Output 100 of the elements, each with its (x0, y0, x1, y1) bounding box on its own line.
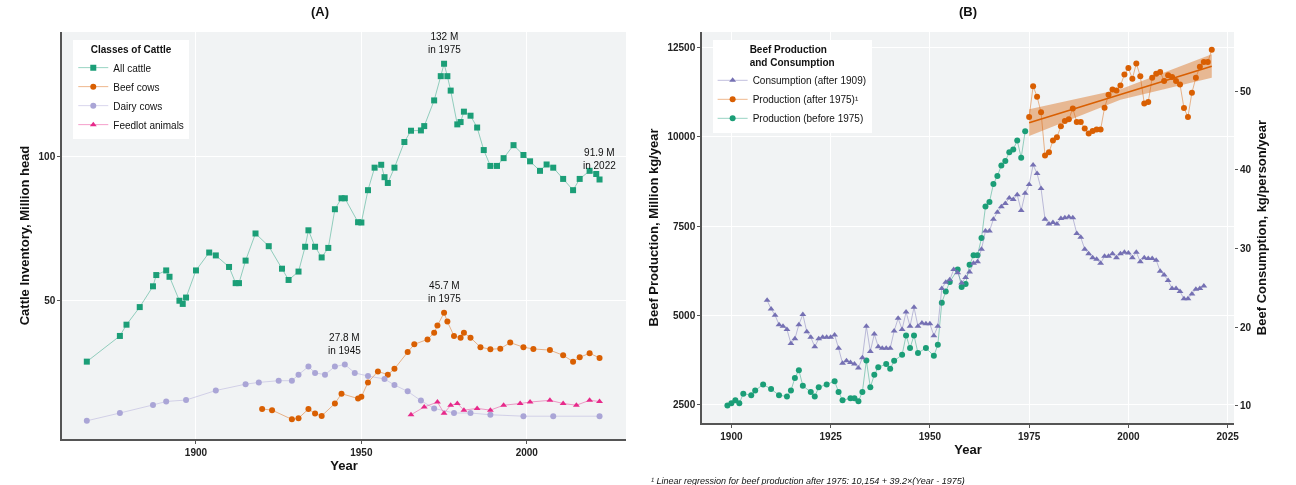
point (269, 407, 276, 414)
point (1034, 93, 1041, 100)
point (1125, 65, 1132, 72)
x-tick-label: 1975 (1018, 430, 1041, 442)
point (1129, 75, 1136, 82)
point (460, 329, 467, 336)
point (1081, 125, 1088, 132)
point (487, 346, 494, 353)
point (1177, 81, 1184, 88)
point (431, 405, 438, 412)
point (1204, 58, 1211, 65)
annotation: 27.8 M in 1945 (328, 332, 362, 356)
point (431, 329, 438, 336)
y2-tick-label: 40 (1240, 164, 1252, 176)
point (1053, 134, 1060, 141)
point (391, 382, 398, 389)
point (351, 369, 358, 376)
point (305, 363, 312, 370)
x-tick-label: 1950 (918, 430, 942, 442)
x-tick-label: 1925 (819, 430, 843, 442)
point (1208, 46, 1215, 53)
x-tick-label: 2025 (1216, 430, 1240, 442)
point (1149, 74, 1156, 81)
point (570, 358, 577, 365)
point (288, 377, 295, 384)
y2-tick-label: 50 (1240, 85, 1252, 97)
point (560, 352, 567, 359)
point (546, 347, 553, 354)
legend-title: Beef Production and Consumption (749, 43, 835, 68)
point (530, 345, 537, 352)
point (364, 379, 371, 386)
y-axis-title: Beef Production, Million kg/year (645, 128, 661, 327)
point (467, 410, 474, 417)
x-axis-title: Year (330, 457, 358, 473)
point (331, 400, 338, 407)
y-tick-label: 7500 (673, 220, 696, 232)
point (1030, 83, 1037, 90)
point (576, 354, 583, 361)
point (450, 410, 457, 417)
point (1077, 118, 1084, 125)
point (1121, 71, 1128, 78)
x-tick-label: 2000 (515, 446, 539, 458)
chart-title: (B) (958, 4, 978, 20)
point (1101, 104, 1108, 111)
point (450, 332, 457, 339)
point (305, 405, 312, 412)
text: ¹ Linear regression for beef production after 1975: 10,154 + 39.2×(Year - 1975) (651, 476, 965, 485)
point (441, 309, 448, 316)
point (1173, 77, 1180, 84)
point (404, 349, 411, 356)
point (149, 401, 156, 408)
point (1188, 89, 1195, 96)
y2-tick-label: 10 (1240, 400, 1252, 412)
y-axis-title: Cattle Inventory, Million head (17, 145, 33, 326)
point (497, 345, 504, 352)
point (1105, 91, 1112, 98)
y-tick-label: 100 (38, 150, 56, 162)
point (1026, 113, 1033, 120)
point (1192, 74, 1199, 81)
x-tick-label: 2000 (1117, 430, 1140, 442)
point (255, 379, 262, 386)
annotation: 132 M in 1975 (428, 31, 462, 55)
point (417, 397, 424, 404)
point (444, 318, 451, 325)
point (374, 368, 381, 375)
point (295, 415, 302, 422)
point (411, 341, 418, 348)
point (404, 388, 411, 395)
point (1045, 149, 1052, 156)
point (163, 398, 170, 405)
point (1117, 82, 1124, 89)
point (212, 387, 219, 394)
point (1097, 126, 1104, 133)
chart-title: (A) (310, 4, 330, 20)
point (477, 344, 484, 351)
point (116, 410, 123, 417)
legend-label: All cattle (113, 62, 152, 74)
point (550, 413, 557, 420)
point (1133, 60, 1140, 67)
point (312, 410, 319, 417)
point (275, 377, 282, 384)
x-tick-label: 1900 (184, 446, 208, 458)
annotation: 45.7 M in 1975 (428, 280, 462, 304)
legend-label: Dairy cows (113, 100, 163, 112)
point (341, 361, 348, 368)
point (487, 411, 494, 418)
point (586, 350, 593, 357)
x-axis-title: Year (954, 441, 982, 457)
y2-tick-label: 30 (1240, 242, 1252, 254)
legend-title: Classes of Cattle (90, 44, 172, 56)
y-tick-label: 10000 (667, 131, 696, 143)
legend-label: Production (before 1975) (752, 113, 864, 125)
point (384, 371, 391, 378)
point (312, 369, 319, 376)
legend-label: Beef cows (113, 81, 160, 93)
point (1065, 116, 1072, 123)
legend-label: Production (after 1975)¹ (752, 94, 859, 106)
point (331, 363, 338, 370)
point (1113, 87, 1120, 94)
legend-label: Consumption (after 1909) (752, 75, 867, 87)
